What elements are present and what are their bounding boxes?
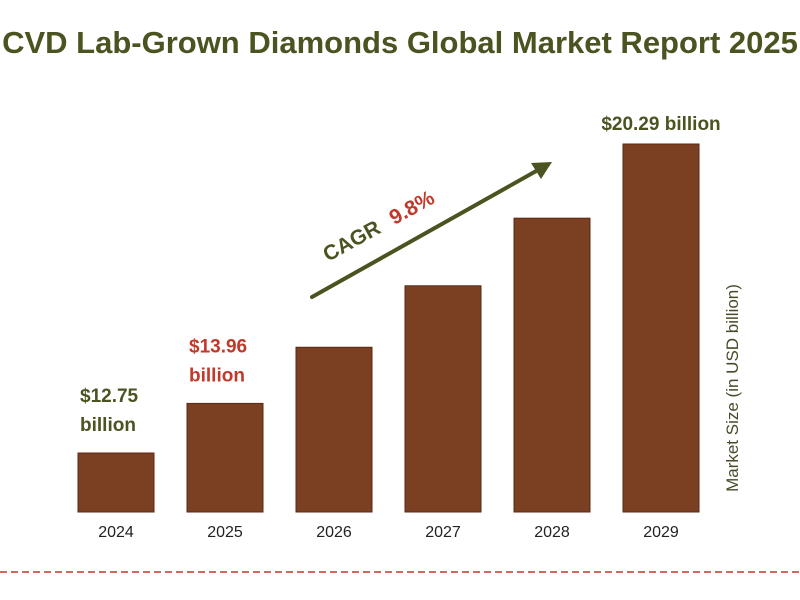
bar-2029 [622,143,700,513]
x-tick-2026: 2026 [316,524,352,541]
cagr-arrow [310,168,540,299]
data-label-2029: $20.29 billion [601,114,720,135]
y-axis-label: Market Size (in USD billion) [723,284,742,492]
cagr-value: 9.8% [385,186,438,229]
bar-2027 [404,285,482,513]
data-label-2024: $12.75 billion [80,386,139,436]
x-tick-2028: 2028 [534,524,570,541]
x-tick-2027: 2027 [425,524,461,541]
x-tick-2025: 2025 [207,524,243,541]
bar-2028 [513,217,591,513]
cagr-label: CAGR 9.8% [319,186,438,266]
bars-group [77,143,700,513]
data-label-2025: $13.96 billion [189,336,247,386]
cagr-prefix: CAGR [319,216,384,266]
x-tick-2029: 2029 [643,524,679,541]
data-labels: $12.75 billion $13.96 billion $20.29 billion [80,114,721,436]
bar-2024 [77,452,155,513]
chart-title: CVD Lab-Grown Diamonds Global Market Rep… [2,25,798,60]
x-tick-labels: 2024 2025 2026 2027 2028 2029 [98,524,679,541]
bar-2025 [186,402,264,513]
cagr-arrow-head [531,162,552,179]
x-tick-2024: 2024 [98,524,134,541]
bar-2026 [295,346,373,513]
